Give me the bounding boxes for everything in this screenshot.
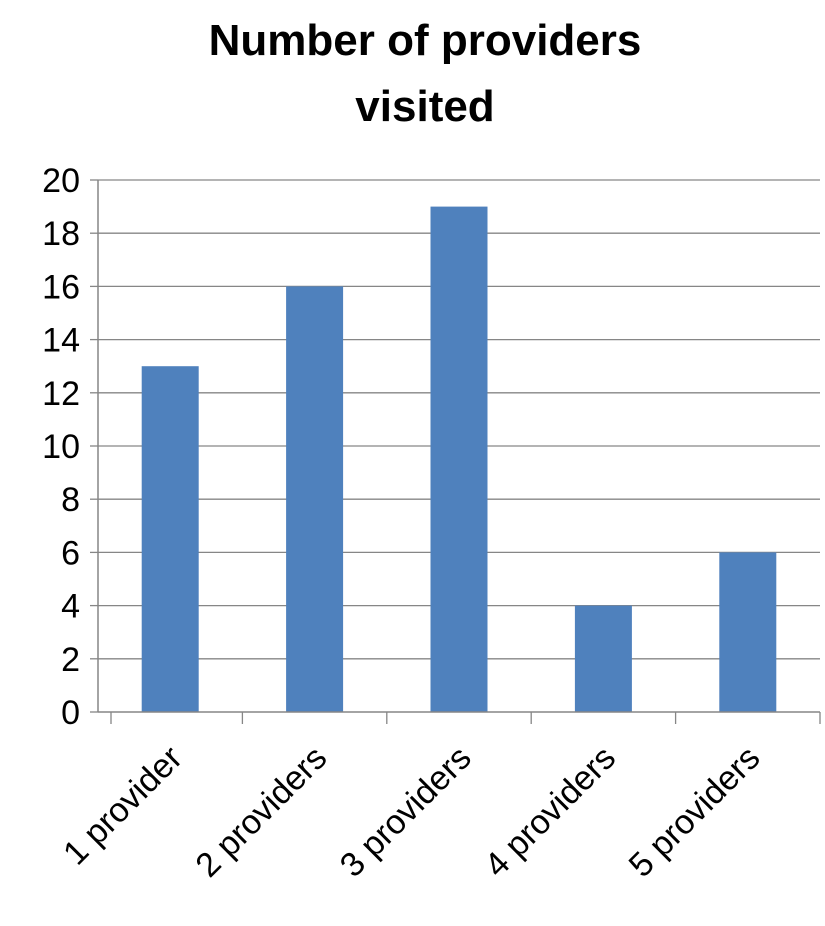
y-tick-label: 6	[61, 534, 80, 572]
bar	[141, 366, 199, 712]
bar	[430, 206, 488, 712]
x-category-label: 3 providers	[333, 739, 479, 885]
bar	[574, 605, 632, 712]
x-category-label: 5 providers	[622, 739, 768, 885]
chart-title-line-1: Number of providers	[208, 16, 642, 65]
y-tick-labels: 0 2 4 6 8 10 12 14 16 18 20	[42, 162, 80, 732]
x-category-label: 2 providers	[188, 739, 334, 885]
bar	[286, 286, 344, 712]
y-tick-label: 14	[42, 322, 80, 360]
bars	[141, 206, 777, 712]
x-category-label: 1 provider	[56, 739, 190, 873]
y-tick-label: 0	[61, 694, 80, 732]
y-tick-label: 4	[61, 588, 80, 626]
y-tick-label: 2	[61, 641, 80, 679]
y-tick-label: 10	[42, 428, 80, 466]
y-tick-label: 8	[61, 481, 80, 519]
x-category-label: 4 providers	[477, 739, 623, 885]
y-tick-label: 16	[42, 268, 80, 306]
y-tick-label: 12	[42, 375, 80, 413]
chart-title: Number of providers visited	[0, 8, 825, 140]
bar	[719, 552, 777, 712]
chart-title-line-2: visited	[355, 82, 495, 131]
axes	[90, 179, 821, 724]
y-tick-label: 18	[42, 215, 80, 253]
y-tick-label: 20	[42, 162, 80, 200]
